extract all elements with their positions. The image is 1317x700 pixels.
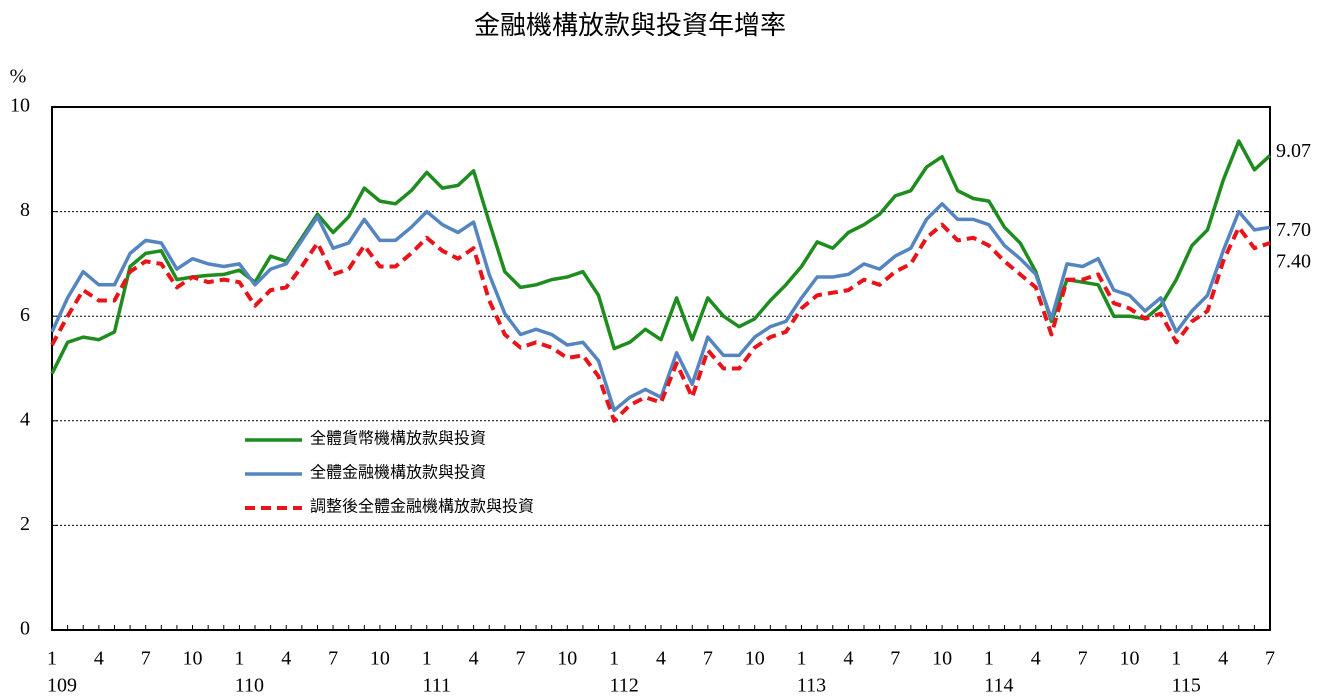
plot-frame: [51, 106, 1271, 631]
x-tick-label: 4: [469, 648, 479, 670]
y-tick-label: 4: [20, 408, 30, 430]
x-tick-label: 1: [797, 648, 807, 670]
x-tick-label: 10: [370, 648, 390, 670]
x-tick-label: 10: [1119, 648, 1139, 670]
y-tick-label: 0: [20, 618, 30, 640]
x-group-label: 112: [610, 675, 639, 697]
x-tick-label: 10: [183, 648, 203, 670]
end-label: 7.40: [1276, 251, 1311, 273]
x-tick-label: 4: [281, 648, 291, 670]
x-tick-label: 7: [141, 648, 151, 670]
x-group-label: 109: [47, 675, 77, 697]
line-series: [50, 202, 1271, 413]
x-tick-label: 4: [1031, 648, 1041, 670]
x-tick-label: 10: [557, 648, 577, 670]
y-tick-label: 2: [20, 513, 30, 535]
y-tick-label: 10: [10, 95, 30, 117]
y-tick-label: 6: [20, 304, 30, 326]
x-tick-label: 7: [1265, 648, 1275, 670]
x-tick-label: 7: [328, 648, 338, 670]
x-tick-label: 10: [932, 648, 952, 670]
x-tick-label: 7: [1078, 648, 1088, 670]
x-tick-label: 1: [234, 648, 244, 670]
x-group-label: 111: [423, 675, 452, 697]
x-tick-label: 1: [422, 648, 432, 670]
x-tick-label: 7: [515, 648, 525, 670]
x-group-label: 110: [235, 675, 264, 697]
x-tick-label: 7: [703, 648, 713, 670]
y-axis-label: %: [10, 66, 27, 88]
x-tick-label: 1: [984, 648, 994, 670]
x-group-label: 114: [984, 675, 1013, 697]
x-group-label: 113: [797, 675, 826, 697]
x-group-label: 115: [1172, 675, 1201, 697]
x-tick-label: 4: [94, 648, 104, 670]
line-series: [50, 222, 1271, 423]
legend-label: 調整後全體金融機構放款與投資: [310, 498, 534, 516]
x-tick-label: 4: [1218, 648, 1228, 670]
line-series: [50, 139, 1272, 375]
legend-label: 全體貨幣機構放款與投資: [310, 430, 486, 448]
x-tick-label: 7: [890, 648, 900, 670]
chart-title: 金融機構放款與投資年增率: [474, 11, 786, 40]
legend-label: 全體金融機構放款與投資: [310, 464, 486, 482]
end-label: 9.07: [1276, 140, 1311, 162]
y-tick-label: 8: [20, 199, 30, 221]
x-tick-label: 4: [843, 648, 853, 670]
x-tick-label: 1: [47, 648, 57, 670]
end-label: 7.70: [1276, 219, 1311, 241]
x-tick-label: 4: [656, 648, 666, 670]
x-tick-label: 1: [609, 648, 619, 670]
x-tick-label: 10: [745, 648, 765, 670]
x-tick-label: 1: [1171, 648, 1181, 670]
